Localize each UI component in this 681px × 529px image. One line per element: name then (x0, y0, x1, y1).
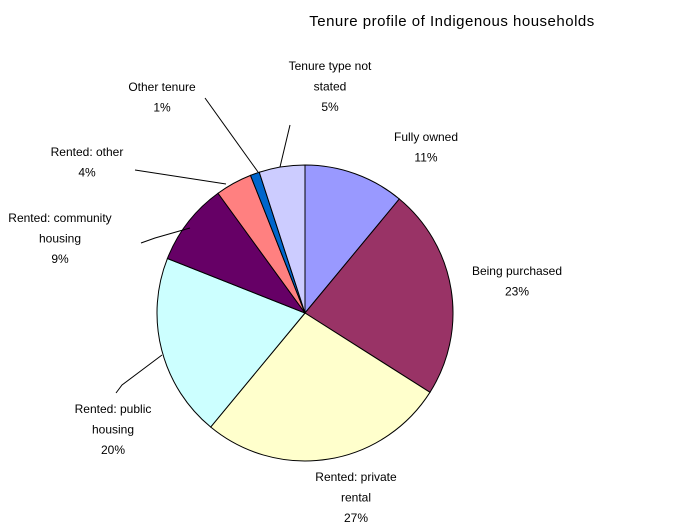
category-label: Tenure type not stated (289, 59, 372, 94)
category-label: Fully owned (394, 130, 458, 144)
value-label: 4% (78, 166, 96, 180)
value-label: 23% (505, 285, 529, 299)
value-label: 11% (414, 151, 437, 165)
leader-line (115, 354, 163, 394)
pie-slice (166, 192, 307, 315)
value-label: 1% (153, 101, 171, 115)
leader-line (204, 97, 259, 173)
value-label: 20% (101, 443, 125, 457)
category-label: Being purchased (472, 264, 562, 278)
value-label: 27% (344, 511, 368, 525)
pie-slice (156, 257, 306, 428)
chart-title: Tenure profile of Indigenous households (309, 13, 595, 30)
pie-slice (304, 164, 401, 315)
leader-line (134, 169, 227, 185)
leader-line (140, 227, 191, 244)
category-label: Other tenure (128, 80, 196, 94)
category-label: Rented: other (51, 145, 124, 159)
pie-slice (209, 312, 431, 462)
category-label: Rented: community housing (8, 211, 111, 246)
value-label: 9% (51, 252, 69, 266)
category-label: Rented: public housing (75, 402, 152, 437)
pie-slice (304, 198, 454, 393)
pie-slice (258, 164, 306, 314)
leader-line (279, 124, 291, 168)
value-label: 5% (321, 100, 339, 114)
category-label: Rented: private rental (315, 470, 397, 505)
